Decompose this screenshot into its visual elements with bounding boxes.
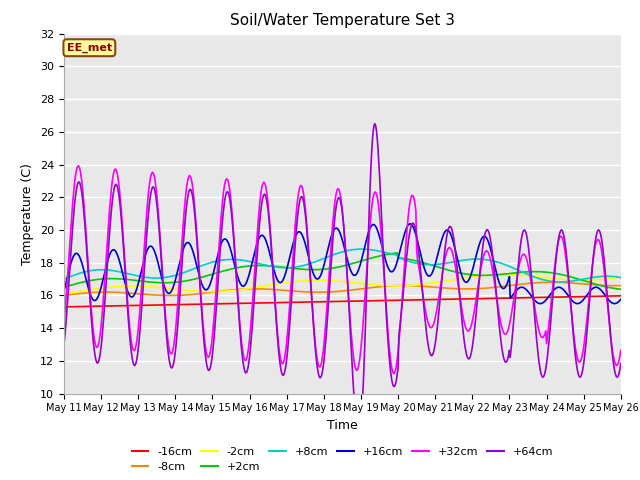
Title: Soil/Water Temperature Set 3: Soil/Water Temperature Set 3 — [230, 13, 455, 28]
X-axis label: Time: Time — [327, 419, 358, 432]
Text: EE_met: EE_met — [67, 43, 112, 53]
Y-axis label: Temperature (C): Temperature (C) — [22, 163, 35, 264]
Legend: -16cm, -8cm, -2cm, +2cm, +8cm, +16cm, +32cm, +64cm: -16cm, -8cm, -2cm, +2cm, +8cm, +16cm, +3… — [127, 443, 557, 477]
